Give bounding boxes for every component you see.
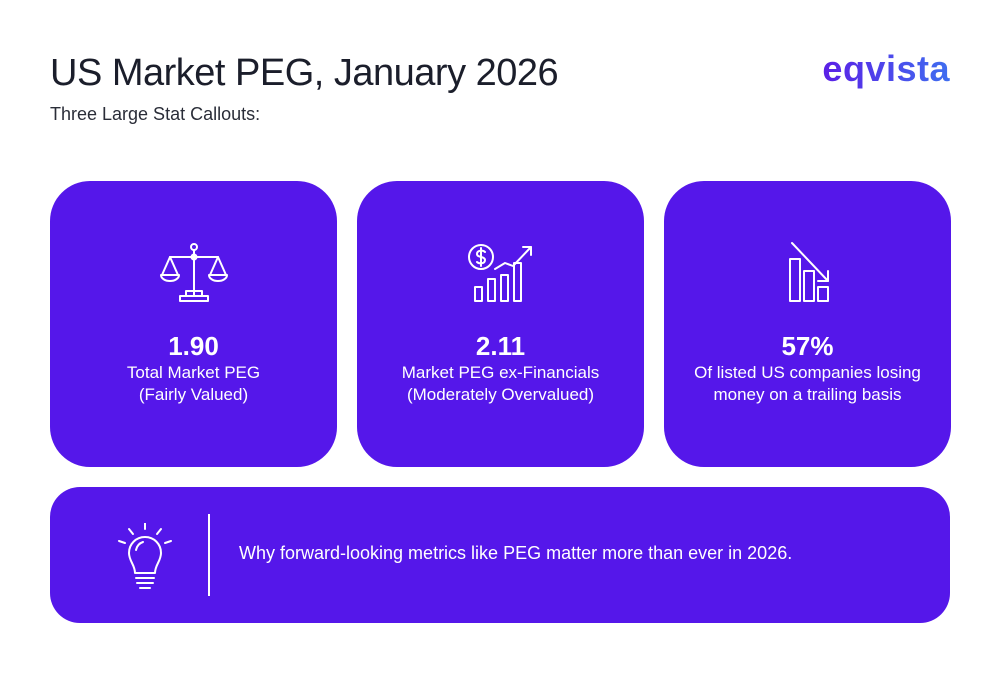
- stat-label-line: Total Market PEG: [126, 363, 261, 382]
- stat-label: Market PEG ex-Financials (Moderately Ove…: [367, 362, 634, 406]
- page-subtitle: Three Large Stat Callouts:: [50, 104, 261, 124]
- banner-divider: [208, 514, 210, 596]
- stat-value: 2.11: [475, 331, 526, 361]
- stat-label-line: money on a trailing basis: [713, 385, 902, 404]
- stat-card-peg-ex-financials: 2.11 Market PEG ex-Financials (Moderatel…: [357, 181, 644, 467]
- dollar-growth-chart-icon: [465, 241, 537, 305]
- stat-value: 57%: [781, 331, 834, 361]
- stat-label-line: (Moderately Overvalued): [406, 385, 595, 404]
- eqvista-logo: eqvista: [822, 48, 950, 89]
- lightbulb-icon: [115, 523, 175, 591]
- declining-bar-chart-icon: [772, 241, 844, 305]
- scales-icon: [158, 241, 230, 305]
- stat-label-line: (Fairly Valued): [138, 385, 249, 404]
- stat-label-line: Of listed US companies losing: [694, 363, 921, 382]
- stat-label-line: Market PEG ex-Financials: [401, 363, 600, 382]
- stat-label: Total Market PEG (Fairly Valued): [60, 362, 327, 406]
- banner-text: Why forward-looking metrics like PEG mat…: [239, 543, 793, 563]
- page-title: US Market PEG, January 2026: [50, 52, 559, 94]
- stat-card-total-peg: 1.90 Total Market PEG (Fairly Valued): [50, 181, 337, 467]
- stat-label: Of listed US companies losing money on a…: [674, 362, 941, 406]
- stat-card-losing-money: 57% Of listed US companies losing money …: [664, 181, 951, 467]
- stat-value: 1.90: [168, 331, 219, 361]
- insight-banner: Why forward-looking metrics like PEG mat…: [50, 487, 950, 623]
